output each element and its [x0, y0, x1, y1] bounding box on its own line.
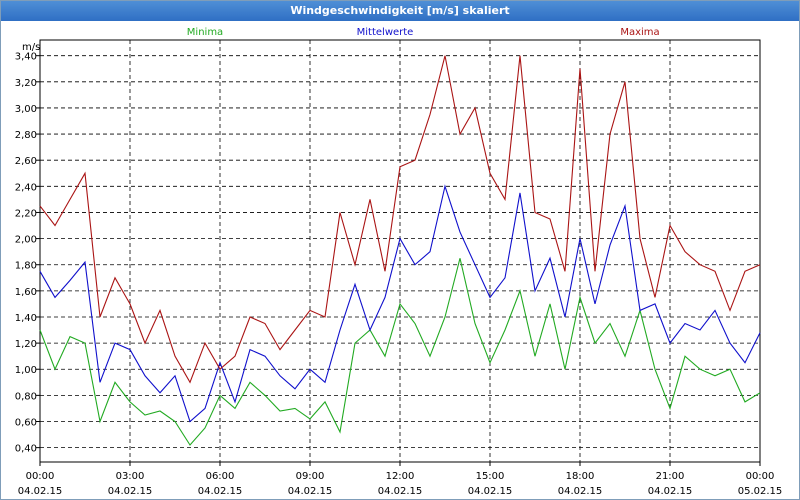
y-tick-label: 2,80: [15, 130, 37, 141]
x-tick-date: 04.02.15: [378, 486, 423, 497]
chart-series: [39, 55, 761, 446]
x-tick-time: 15:00: [476, 471, 505, 482]
y-tick-label: 3,20: [15, 78, 37, 89]
x-tick-date: 04.02.15: [18, 486, 63, 497]
x-tick-time: 03:00: [116, 471, 145, 482]
series-line-maxima: [39, 55, 761, 384]
x-tick-time: 21:00: [656, 471, 685, 482]
x-tick-time: 12:00: [386, 471, 415, 482]
legend-maxima: Maxima: [620, 27, 659, 38]
legend-mittelwerte: Mittelwerte: [357, 27, 414, 38]
x-tick-time: 18:00: [566, 471, 595, 482]
x-tick-time: 06:00: [206, 471, 235, 482]
x-tick-time: 00:00: [746, 471, 775, 482]
x-tick-date: 04.02.15: [558, 486, 603, 497]
chart-grid: [39, 39, 761, 463]
y-tick-label: 3,40: [15, 52, 37, 63]
y-axis-label: m/s: [22, 42, 40, 53]
y-tick-label: 0,80: [15, 391, 37, 402]
window-title: Windgeschwindigkeit [m/s] skaliert: [1, 1, 799, 21]
x-tick-date: 04.02.15: [108, 486, 153, 497]
y-tick-label: 2,00: [15, 235, 37, 246]
x-tick-date: 04.02.15: [468, 486, 513, 497]
y-tick-label: 1,00: [15, 365, 37, 376]
y-tick-label: 0,40: [15, 444, 37, 455]
chart-axes: 0,40 0,60 0,80 1,00 1,20 1,40 1,60 1,80 2,00 2,20…: [15, 27, 783, 497]
x-tick-date: 05.02.15: [738, 486, 783, 497]
y-tick-label: 3,00: [15, 104, 37, 115]
legend-minima: Minima: [187, 27, 223, 38]
y-tick-label: 0,60: [15, 417, 37, 428]
y-tick-label: 2,40: [15, 182, 37, 193]
x-tick-time: 09:00: [296, 471, 325, 482]
x-tick-date: 04.02.15: [648, 486, 693, 497]
x-tick-date: 04.02.15: [288, 486, 333, 497]
y-tick-label: 2,20: [15, 208, 37, 219]
x-tick-time: 00:00: [26, 471, 55, 482]
x-tick-date: 04.02.15: [198, 486, 243, 497]
series-line-mittelwerte: [39, 184, 761, 423]
y-tick-label: 1,80: [15, 261, 37, 272]
y-tick-label: 1,20: [15, 339, 37, 350]
y-tick-label: 1,60: [15, 287, 37, 298]
y-tick-label: 1,40: [15, 313, 37, 324]
y-tick-label: 2,60: [15, 156, 37, 167]
